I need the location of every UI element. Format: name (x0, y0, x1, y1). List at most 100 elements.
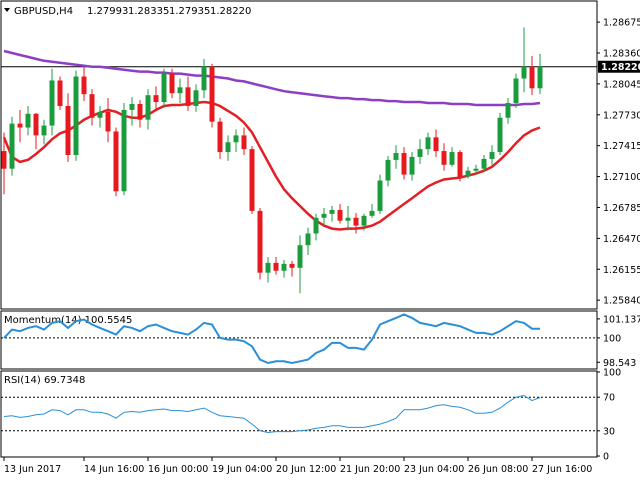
candle-body (529, 66, 535, 89)
candle (265, 257, 271, 283)
candle (465, 166, 471, 179)
candle (497, 112, 503, 155)
rsi-axis: 100 70 30 0 (597, 368, 621, 463)
candle (97, 105, 103, 128)
candle-body (361, 215, 367, 226)
candle-body (401, 153, 407, 175)
candle-body (41, 125, 47, 136)
header-symbol: GBPUSD,H4 (14, 6, 73, 17)
time-tick-label: 27 Jun 16:00 (532, 464, 592, 475)
collapse-triangle-icon[interactable] (4, 8, 10, 12)
candle-body (49, 80, 55, 126)
time-tick-label: 21 Jun 20:00 (340, 464, 400, 475)
candle-body (97, 111, 103, 118)
candle-body (249, 149, 255, 211)
time-axis: 13 Jun 2017 14 Jun 16:00 16 Jun 00:00 19 Ju… (3, 457, 592, 475)
price-tick-label: 1.28360 (603, 49, 640, 60)
rsi-tick-label: 100 (603, 368, 621, 379)
candle-body (1, 151, 7, 169)
time-tick-label: 23 Jun 04:00 (404, 464, 464, 475)
candle (161, 68, 167, 108)
candle (17, 109, 23, 143)
candle-body (177, 87, 183, 94)
rsi-tick-label: 0 (603, 452, 609, 463)
candle (329, 206, 335, 222)
candle-body (169, 73, 175, 94)
candle (241, 127, 247, 155)
candle (129, 97, 135, 126)
candle-body (33, 113, 39, 136)
current-price-badge: 1.28220 (598, 60, 640, 73)
candle (201, 58, 207, 99)
candle-body (289, 263, 295, 268)
candle-body (409, 156, 415, 175)
candle (113, 127, 119, 197)
candle (337, 204, 343, 224)
candle (345, 206, 351, 231)
candle (385, 155, 391, 187)
candle (73, 70, 79, 161)
candle (401, 147, 407, 180)
candle (305, 227, 311, 256)
header-low: 1.27935 (169, 6, 210, 17)
candle-body (9, 123, 15, 169)
candle-body (321, 213, 327, 218)
candle-body (449, 152, 455, 165)
candle (177, 78, 183, 104)
candle (321, 207, 327, 226)
candle (297, 235, 303, 294)
candle-body (433, 137, 439, 152)
candle-body (297, 245, 303, 268)
price-tick-label: 1.27730 (603, 110, 640, 121)
candle-body (145, 95, 151, 120)
rsi-title: RSI(14) 69.7348 (4, 375, 85, 386)
candle (153, 86, 159, 109)
momentum-tick-label: 98.543 (603, 358, 636, 369)
candle (169, 68, 175, 99)
candle (249, 146, 255, 214)
rsi-tick-label: 70 (603, 393, 615, 404)
candle-body (201, 66, 207, 91)
candle (529, 55, 535, 96)
price-tick-label: 1.27415 (603, 141, 640, 152)
price-tick-label: 1.26155 (603, 265, 640, 276)
momentum-tick-label: 100 (603, 333, 621, 344)
candle (473, 164, 479, 175)
candle-body (513, 78, 519, 104)
candle (9, 116, 15, 176)
candle-body (377, 180, 383, 211)
candle (417, 139, 423, 164)
candle-body (281, 263, 287, 271)
rsi-line (3, 394, 541, 434)
candle (537, 53, 543, 95)
candle-body (113, 131, 119, 192)
candle-body (233, 135, 239, 143)
candle-body (73, 76, 79, 155)
candle (409, 152, 415, 181)
candle-body (305, 233, 311, 246)
candle (217, 117, 223, 159)
candle (425, 132, 431, 155)
candle (81, 66, 87, 102)
candle (377, 174, 383, 214)
candle-body (385, 159, 391, 181)
candle-body (425, 137, 431, 150)
candle-body (257, 210, 263, 273)
candle-body (441, 151, 447, 165)
candle (489, 145, 495, 165)
current-price-badge-box (598, 60, 640, 73)
candle (185, 76, 191, 111)
candle (505, 98, 511, 124)
time-tick-label: 20 Jun 12:00 (276, 464, 336, 475)
candle (233, 129, 239, 153)
candle-body (241, 135, 247, 150)
candle (89, 89, 95, 126)
candle-body (393, 153, 399, 160)
candle-body (57, 80, 63, 106)
candle-body (121, 109, 127, 192)
candle-body (417, 149, 423, 157)
candle (393, 145, 399, 169)
candle (457, 150, 463, 182)
